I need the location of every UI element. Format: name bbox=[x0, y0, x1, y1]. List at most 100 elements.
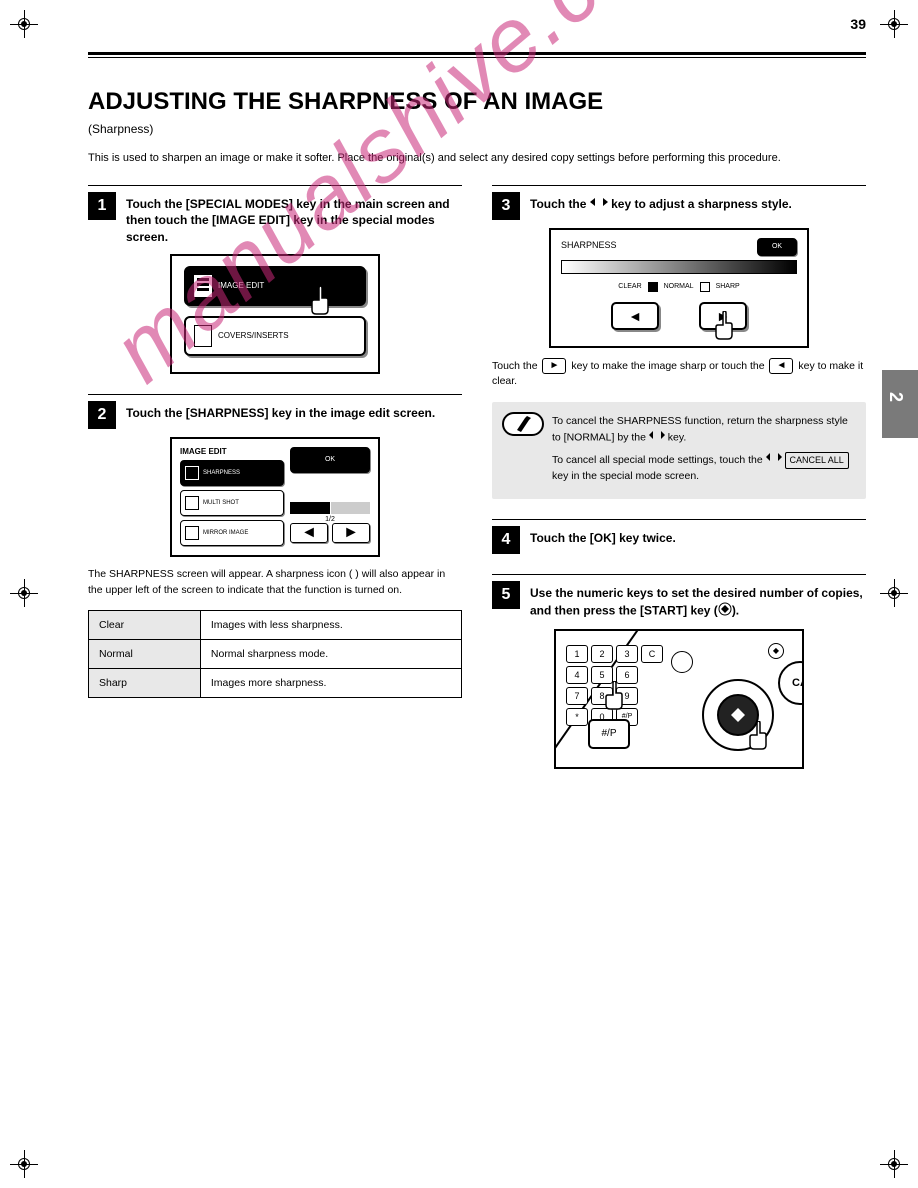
note-line-2b: key in the special mode screen. bbox=[552, 470, 699, 482]
step-number-4: 4 bbox=[492, 526, 520, 554]
key-4[interactable]: 4 bbox=[566, 666, 588, 684]
mirror-label: MIRROR IMAGE bbox=[203, 530, 248, 536]
step-3-text: Touch the key to adjust a sharpness styl… bbox=[530, 192, 792, 213]
step-5-text-b: ). bbox=[732, 604, 739, 618]
mirror-icon bbox=[185, 526, 199, 540]
note-line-1b: key. bbox=[665, 431, 686, 443]
special-modes-panel: IMAGE EDIT COVERS/INSERTS bbox=[170, 254, 380, 374]
right-arrow-key-icon: ► bbox=[542, 358, 566, 374]
ok-button[interactable]: OK bbox=[757, 238, 797, 256]
next-page-button[interactable]: ► bbox=[332, 523, 370, 543]
covers-icon bbox=[194, 325, 212, 347]
page-subtitle: (Sharpness) bbox=[88, 122, 866, 136]
sharpness-title: SHARPNESS bbox=[561, 240, 617, 250]
multishot-icon bbox=[185, 496, 199, 510]
registration-mark bbox=[880, 579, 908, 607]
cell-sharp-desc: Images more sharpness. bbox=[200, 669, 461, 698]
cell-sharp-label: Sharp bbox=[89, 669, 201, 698]
page-number: 39 bbox=[850, 16, 866, 32]
ok-label: OK bbox=[772, 243, 782, 250]
note-box: To cancel the SHARPNESS function, return… bbox=[492, 402, 866, 499]
finger-icon bbox=[708, 311, 738, 341]
sharpness-markers: CLEAR NORMAL SHARP bbox=[561, 282, 797, 292]
table-row: Normal Normal sharpness mode. bbox=[89, 640, 462, 669]
label-clear: CLEAR bbox=[618, 283, 641, 290]
panel-title: IMAGE EDIT bbox=[180, 447, 284, 456]
side-tab-number: 2 bbox=[885, 392, 906, 402]
left-right-arrow-icon bbox=[766, 452, 782, 468]
step-number-1: 1 bbox=[88, 192, 116, 220]
image-edit-icon bbox=[194, 275, 212, 297]
step-3: 3 Touch the key to adjust a sharpness st… bbox=[492, 185, 866, 500]
label-normal: NORMAL bbox=[664, 283, 694, 290]
step-number-5: 5 bbox=[492, 581, 520, 609]
clear-arrow-button[interactable]: ◄ bbox=[611, 302, 659, 330]
note-icon bbox=[502, 412, 544, 436]
step-4: 4 Touch the [OK] key twice. bbox=[492, 519, 866, 554]
note-line-2a: To cancel all special mode settings, tou… bbox=[552, 454, 766, 466]
registration-mark bbox=[10, 10, 38, 38]
step-1: 1 Touch the [SPECIAL MODES] key in the m… bbox=[88, 185, 462, 374]
ok-button[interactable]: OK bbox=[290, 447, 370, 473]
sharpness-styles-table: Clear Images with less sharpness. Normal… bbox=[88, 610, 462, 698]
finger-icon bbox=[304, 286, 334, 316]
image-edit-button[interactable]: IMAGE EDIT bbox=[184, 266, 366, 306]
cell-normal-label: Normal bbox=[89, 640, 201, 669]
prev-page-button[interactable]: ◄ bbox=[290, 523, 328, 543]
step-5-text-a: Use the numeric keys to set the desired … bbox=[530, 586, 863, 617]
registration-mark bbox=[880, 1150, 908, 1178]
left-arrow-key-icon: ◄ bbox=[769, 358, 793, 374]
scale-label: 1/2 bbox=[290, 516, 370, 523]
image-edit-panel: IMAGE EDIT SHARPNESS MULTI SHOT MIRROR I… bbox=[170, 437, 380, 557]
desc-a: Touch the bbox=[492, 359, 540, 371]
key-1[interactable]: 1 bbox=[566, 645, 588, 663]
key-star[interactable]: * bbox=[566, 708, 588, 726]
step-3-text-a: Touch the bbox=[530, 197, 590, 211]
acc-icon bbox=[671, 651, 693, 673]
sharpness-icon bbox=[185, 466, 199, 480]
registration-mark bbox=[10, 579, 38, 607]
desc-b: key to make the image sharp or touch the bbox=[568, 359, 767, 371]
start-diamond-icon bbox=[718, 602, 732, 621]
step-4-text: Touch the [OK] key twice. bbox=[530, 526, 676, 547]
mirror-button[interactable]: MIRROR IMAGE bbox=[180, 520, 284, 546]
step-2-text: Touch the [SHARPNESS] key in the image e… bbox=[126, 401, 435, 422]
step-5-text: Use the numeric keys to set the desired … bbox=[530, 581, 866, 621]
control-panel-illustration: 1 2 3 C 4 5 6 7 8 9 * 0 #/P bbox=[554, 629, 804, 769]
cell-normal-desc: Normal sharpness mode. bbox=[200, 640, 461, 669]
page-title: ADJUSTING THE SHARPNESS OF AN IMAGE bbox=[88, 88, 866, 116]
sharp-arrow-button[interactable]: ► bbox=[699, 302, 747, 330]
multishot-button[interactable]: MULTI SHOT bbox=[180, 490, 284, 516]
rule bbox=[88, 57, 866, 58]
side-tab bbox=[882, 370, 918, 438]
hash-p-key[interactable]: #/P bbox=[588, 719, 630, 749]
ok-label: OK bbox=[325, 456, 335, 463]
readout-icon: ◆ bbox=[768, 643, 784, 659]
cell-clear-desc: Images with less sharpness. bbox=[200, 611, 461, 640]
key-2[interactable]: 2 bbox=[591, 645, 613, 663]
step-5: 5 Use the numeric keys to set the desire… bbox=[492, 574, 866, 769]
intro-text: This is used to sharpen an image or make… bbox=[88, 150, 866, 167]
sharpness-gradient bbox=[561, 260, 797, 274]
key-clear[interactable]: C bbox=[641, 645, 663, 663]
image-edit-label: IMAGE EDIT bbox=[218, 281, 264, 290]
step-2-body: The SHARPNESS screen will appear. A shar… bbox=[88, 567, 462, 599]
step-number-3: 3 bbox=[492, 192, 520, 220]
covers-inserts-button[interactable]: COVERS/INSERTS bbox=[184, 316, 366, 356]
sharpness-menu-button[interactable]: SHARPNESS bbox=[180, 460, 284, 486]
rule bbox=[88, 52, 866, 55]
page-scale bbox=[290, 502, 370, 514]
multishot-label: MULTI SHOT bbox=[203, 500, 239, 506]
registration-mark bbox=[880, 10, 908, 38]
step-number-2: 2 bbox=[88, 401, 116, 429]
ca-button[interactable]: CA bbox=[778, 661, 804, 705]
label-sharp: SHARP bbox=[716, 283, 740, 290]
registration-mark bbox=[10, 1150, 38, 1178]
step-3-text-b: key to adjust a sharpness style. bbox=[608, 197, 792, 211]
step-3-desc: Touch the ► key to make the image sharp … bbox=[492, 358, 866, 390]
key-7[interactable]: 7 bbox=[566, 687, 588, 705]
left-right-arrow-icon bbox=[649, 430, 665, 446]
key-3[interactable]: 3 bbox=[616, 645, 638, 663]
left-right-arrow-icon bbox=[590, 196, 608, 213]
table-row: Clear Images with less sharpness. bbox=[89, 611, 462, 640]
